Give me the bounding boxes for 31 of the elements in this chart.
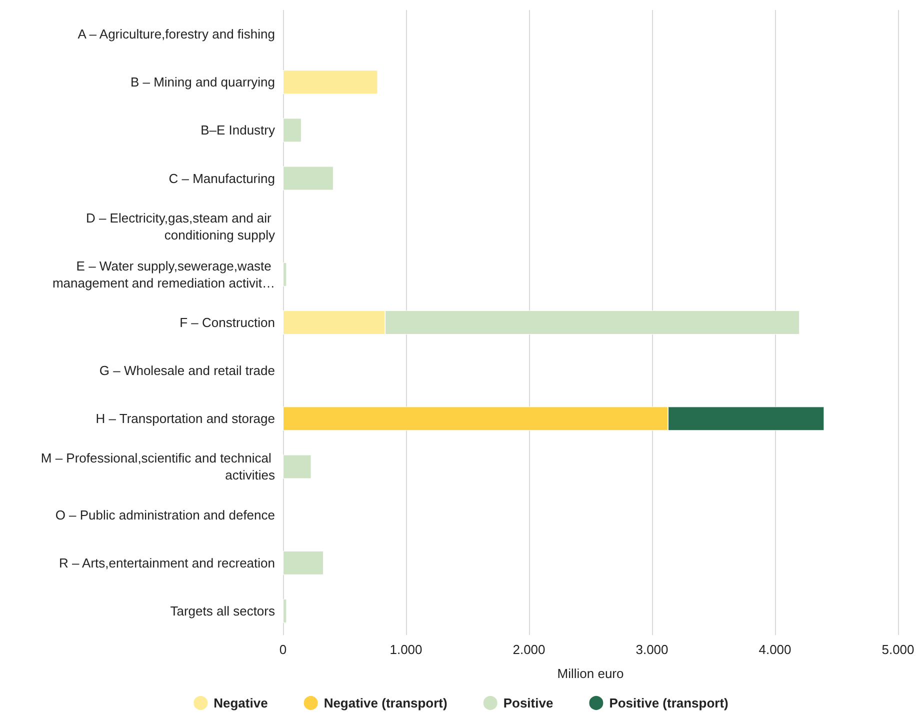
x-axis-title: Million euro bbox=[557, 666, 624, 681]
x-tick-label: 3.000 bbox=[636, 642, 668, 657]
x-tick-label: 4.000 bbox=[758, 642, 792, 657]
y-tick-label: O – Public administration and defence bbox=[55, 507, 275, 522]
x-tick-label: 2.000 bbox=[512, 642, 546, 657]
bar bbox=[283, 166, 334, 190]
legend-label: Negative bbox=[214, 696, 268, 710]
bar bbox=[283, 70, 378, 94]
bar bbox=[283, 262, 287, 286]
bar bbox=[283, 118, 302, 142]
y-tick-label: G – Wholesale and retail trade bbox=[99, 363, 275, 378]
x-tick-label: 1.000 bbox=[390, 642, 422, 657]
y-tick-label: D – Electricity,gas,steam and air conditioning supply bbox=[86, 210, 276, 242]
y-tick-label: B–E Industry bbox=[200, 122, 276, 138]
bar bbox=[283, 550, 324, 575]
x-tick-label: 5.000 bbox=[882, 642, 914, 657]
y-tick-label: C – Manufacturing bbox=[168, 170, 275, 186]
y-tick-label: R – Arts,entertainment and recreation bbox=[58, 555, 275, 570]
bar bbox=[283, 454, 312, 479]
legend-label: Positive (transport) bbox=[609, 696, 728, 710]
y-tick-label: A – Agriculture,forestry and fishing bbox=[78, 26, 275, 42]
y-tick-label: E – Water supply,sewerage,waste management and remediation activit… bbox=[52, 258, 275, 290]
legend-label: Positive bbox=[503, 696, 554, 710]
y-tick-label: Targets all sectors bbox=[170, 603, 276, 618]
legend-label: Negative (transport) bbox=[324, 696, 448, 710]
y-tick-label: M – Professional,scientific and technical activities bbox=[40, 450, 276, 483]
bar bbox=[283, 598, 287, 623]
x-tick-label: 0 bbox=[279, 642, 287, 657]
y-tick-label: B – Mining and quarrying bbox=[130, 74, 275, 90]
y-tick-label: F – Construction bbox=[180, 315, 275, 330]
y-tick-label: H – Transportation and storage bbox=[96, 411, 275, 426]
